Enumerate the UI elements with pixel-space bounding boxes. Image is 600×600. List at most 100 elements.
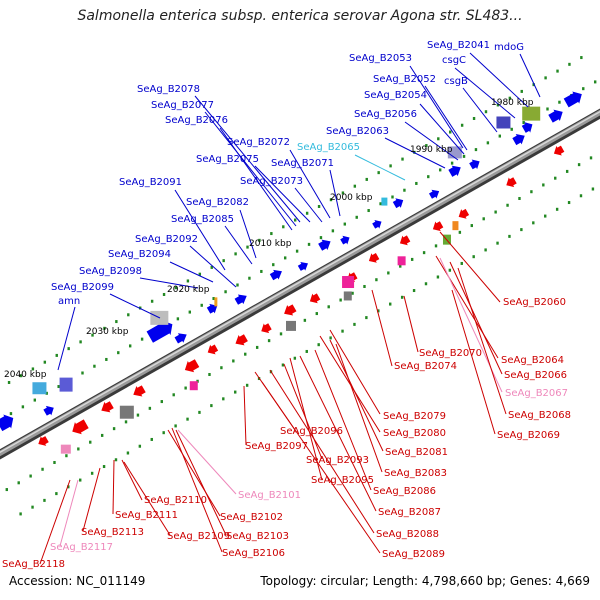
- gene-label[interactable]: SeAg_B2069: [497, 430, 560, 441]
- gene-label[interactable]: SeAg_B2099: [51, 282, 114, 293]
- gene-label[interactable]: SeAg_B2095: [311, 475, 374, 486]
- tick-mark: [210, 404, 213, 408]
- gene-label[interactable]: SeAg_B2085: [171, 214, 234, 225]
- gene-label[interactable]: SeAg_B2110: [144, 495, 207, 506]
- gene-label[interactable]: SeAg_B2118: [2, 559, 65, 570]
- gene-shape: [512, 133, 525, 146]
- gene-label[interactable]: SeAg_B2102: [220, 512, 283, 523]
- gene-label[interactable]: SeAg_B2072: [227, 137, 290, 148]
- gene-label[interactable]: SeAg_B2117: [50, 542, 113, 553]
- gene-label[interactable]: SeAg_B2103: [226, 531, 289, 542]
- gene-label[interactable]: SeAg_B2081: [385, 447, 448, 458]
- callout-line: [189, 245, 237, 288]
- gene-label[interactable]: amn: [58, 296, 80, 307]
- scale-label: 1990 kbp: [410, 145, 453, 155]
- callout-line: [462, 87, 498, 133]
- gene-label[interactable]: SeAg_B2097: [245, 441, 308, 452]
- gene-shape: [206, 303, 218, 314]
- gene-label[interactable]: SeAg_B2106: [222, 548, 285, 559]
- gene-label[interactable]: SeAg_B2065: [297, 142, 360, 153]
- gene-label[interactable]: SeAg_B2088: [376, 529, 439, 540]
- gene-box: [496, 116, 511, 129]
- gene-label[interactable]: SeAg_B2076: [165, 115, 228, 126]
- tick-mark: [329, 198, 333, 202]
- gene-label[interactable]: SeAg_B2083: [384, 468, 447, 479]
- gene-shape: [521, 122, 533, 133]
- tick-mark: [5, 488, 8, 492]
- gene-label[interactable]: SeAg_B2080: [383, 428, 446, 439]
- tick-mark: [138, 444, 142, 448]
- accession-text: Accession: NC_011149: [9, 574, 146, 588]
- gene-label[interactable]: csgC: [442, 55, 466, 66]
- gene-label[interactable]: SeAg_B2073: [240, 176, 303, 187]
- callout-line: [371, 289, 393, 367]
- gene-label[interactable]: SeAg_B2096: [280, 426, 343, 437]
- gene-label[interactable]: SeAg_B2113: [81, 527, 144, 538]
- gene-arrow: [458, 208, 470, 219]
- callout-line: [174, 189, 226, 271]
- gene-label[interactable]: SeAg_B2066: [504, 370, 567, 381]
- gene-label[interactable]: SeAg_B2101: [238, 490, 301, 501]
- callout-line: [329, 329, 381, 415]
- gene-label[interactable]: SeAg_B2041: [427, 40, 490, 51]
- callout-line: [204, 111, 297, 227]
- callout-line: [59, 479, 79, 547]
- tick-mark: [319, 236, 323, 240]
- gene-arrow: [469, 159, 480, 170]
- gene-label[interactable]: SeAg_B2063: [326, 126, 389, 137]
- gene-label[interactable]: SeAg_B2074: [394, 361, 457, 372]
- gene-label[interactable]: SeAg_B2067: [505, 388, 568, 399]
- tick-mark: [387, 271, 390, 275]
- gene-label[interactable]: SeAg_B2056: [354, 109, 417, 120]
- gene-label[interactable]: SeAg_B2109: [167, 531, 230, 542]
- callout-line: [289, 149, 331, 219]
- gene-label[interactable]: SeAg_B2068: [508, 410, 571, 421]
- gene-label[interactable]: SeAg_B2070: [419, 348, 482, 359]
- tick-mark: [375, 278, 378, 282]
- gene-label[interactable]: SeAg_B2075: [196, 154, 259, 165]
- tick-mark: [248, 276, 251, 280]
- gene-label[interactable]: SeAg_B2082: [186, 197, 249, 208]
- gene-label[interactable]: SeAg_B2089: [382, 549, 445, 560]
- gene-label[interactable]: SeAg_B2087: [378, 507, 441, 518]
- gene-label[interactable]: SeAg_B2094: [108, 249, 171, 260]
- gene-label[interactable]: SeAg_B2077: [151, 100, 214, 111]
- tick-mark: [554, 176, 557, 180]
- gene-shape: [553, 145, 565, 156]
- tick-mark: [172, 393, 175, 397]
- callout-line: [167, 429, 221, 517]
- gene-label[interactable]: SeAg_B2092: [135, 234, 198, 245]
- tick-mark: [412, 289, 416, 293]
- gene-label[interactable]: SeAg_B2060: [503, 297, 566, 308]
- gene-label[interactable]: SeAg_B2111: [115, 510, 178, 521]
- tick-mark: [246, 245, 249, 249]
- genome-stats-text: Topology: circular; Length: 4,798,660 bp…: [260, 574, 590, 588]
- gene-label[interactable]: SeAg_B2078: [137, 84, 200, 95]
- tick-mark: [530, 190, 533, 194]
- gene-label[interactable]: SeAg_B2093: [306, 455, 369, 466]
- callout-line: [171, 427, 223, 553]
- gene-label[interactable]: SeAg_B2064: [501, 355, 564, 366]
- tick-mark: [353, 322, 356, 326]
- gene-label[interactable]: SeAg_B2086: [373, 486, 436, 497]
- tick-mark: [510, 127, 513, 131]
- gene-label[interactable]: SeAg_B2098: [79, 266, 142, 277]
- tick-mark: [283, 256, 287, 260]
- gene-label[interactable]: csgB: [444, 76, 468, 87]
- tick-mark: [255, 345, 259, 349]
- callout-line: [424, 85, 468, 151]
- tick-mark: [567, 201, 571, 205]
- gene-arrow: [309, 293, 321, 304]
- gene-label[interactable]: SeAg_B2091: [119, 177, 182, 188]
- tick-mark: [424, 282, 428, 286]
- gene-label[interactable]: SeAg_B2054: [364, 90, 427, 101]
- gene-shape: [428, 189, 440, 199]
- gene-label[interactable]: SeAg_B2079: [383, 411, 446, 422]
- tick-mark: [222, 397, 225, 401]
- gene-label[interactable]: SeAg_B2053: [349, 53, 412, 64]
- callout-lines: [39, 52, 541, 565]
- gene-label[interactable]: mdoG: [494, 42, 524, 53]
- gene-label[interactable]: SeAg_B2071: [271, 158, 334, 169]
- gene-label[interactable]: SeAg_B2052: [373, 74, 436, 85]
- tick-mark: [53, 460, 56, 464]
